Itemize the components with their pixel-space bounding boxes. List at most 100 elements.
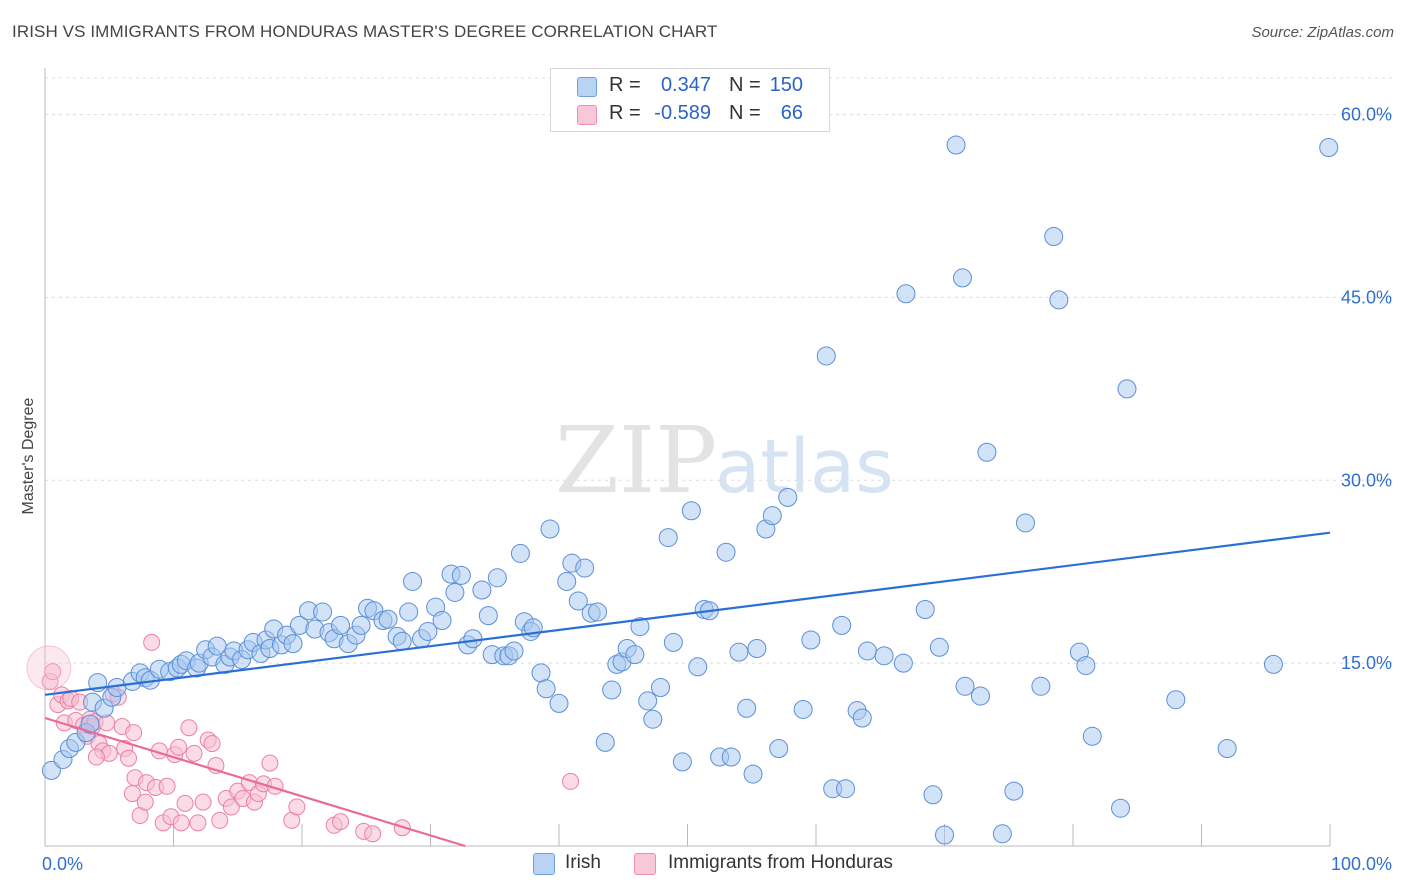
irish-point [1217,738,1237,758]
honduras-point [120,749,138,767]
irish-legend-swatch [533,853,555,875]
y-tick-label: 60.0% [1341,105,1392,125]
honduras-point [44,663,62,681]
trend-lines [44,531,1331,848]
honduras-point [222,798,240,816]
honduras-point [288,798,306,816]
irish-point [531,663,551,683]
irish-point [992,824,1012,844]
honduras-point [172,814,190,832]
irish-point [743,764,763,784]
irish-point [836,779,856,799]
irish-point [504,641,524,661]
irish-point [403,571,423,591]
honduras-legend-label: Immigrants from Honduras [668,852,893,873]
legend-row-irish: R = 0.347 N = 150 [551,72,829,100]
y-axis-label: Master's Degree [20,397,37,514]
irish-point [392,631,412,651]
honduras-point [332,813,350,831]
honduras-point [203,735,221,753]
irish-point [451,565,471,585]
irish-point [874,646,894,666]
irish-point [737,698,757,718]
irish-point [762,506,782,526]
watermark-zip: ZIP [555,407,717,514]
n-value: 150 [769,74,803,96]
irish-point [1031,676,1051,696]
irish-point [80,714,100,734]
source-label: Source: ZipAtlas.com [1251,24,1394,41]
irish-point [463,629,483,649]
irish-point [716,542,736,562]
irish-point [946,135,966,155]
irish-point [857,641,877,661]
y-tick-label: 45.0% [1341,287,1392,307]
irish-point [915,600,935,620]
honduras-trend-line [44,716,466,848]
legend-row-honduras: R = -0.589 N = 66 [551,100,829,128]
honduras-point [194,793,212,811]
irish-point [472,580,492,600]
irish-point [283,634,303,654]
correlation-legend: R = 0.347 N = 150 R = -0.589 N = 66 [550,68,830,132]
irish-point [658,528,678,548]
irish-point [651,678,671,698]
irish-point [1004,781,1024,801]
irish-point [1117,379,1137,399]
irish-point [1111,798,1131,818]
irish-point [351,615,371,635]
irish-point [896,284,916,304]
irish-point [832,615,852,635]
irish-point [672,752,692,772]
honduras-points [26,633,580,843]
x-tick-label: 100.0% [1331,854,1392,874]
irish-point [378,609,398,629]
irish-point [595,732,615,752]
honduras-point [87,748,105,766]
honduras-point [26,645,72,691]
irish-point [643,709,663,729]
irish-point [729,642,749,662]
r-label: R = [609,74,641,96]
irish-point [638,691,658,711]
chart-title: IRISH VS IMMIGRANTS FROM HONDURAS MASTER… [12,22,718,41]
honduras-point [261,754,279,772]
honduras-point [143,633,161,651]
irish-point [1044,226,1064,246]
irish-point [816,346,836,366]
irish-point [540,519,560,539]
irish-point [602,680,622,700]
irish-point [852,708,872,728]
irish-legend-label: Irish [565,852,601,873]
irish-point [418,621,438,641]
n-label: N = [729,74,761,96]
watermark-atlas: atlas [715,424,894,510]
honduras-legend-swatch [634,853,656,875]
honduras-point [158,777,176,795]
honduras-point [136,793,154,811]
irish-point [432,610,452,630]
irish-trend-line [44,531,1331,696]
n-value: 66 [780,102,803,124]
irish-point [793,699,813,719]
irish-point [313,602,333,622]
irish-point [445,582,465,602]
irish-point [778,487,798,507]
irish-point [549,693,569,713]
irish-point [625,645,645,665]
irish-point [588,602,608,622]
irish-point [1263,654,1283,674]
tick-labels: 15.0% 30.0% 45.0% 60.0% 0.0% 100.0% [42,105,1392,874]
irish-point [1076,656,1096,676]
irish-point [663,632,683,652]
irish-swatch [577,77,597,97]
honduras-point [364,825,382,843]
irish-point [688,657,708,677]
irish-point [568,591,588,611]
irish-point [478,606,498,626]
honduras-point [185,744,203,762]
irish-point [955,676,975,696]
gridlines [45,77,1392,664]
honduras-swatch [577,105,597,125]
